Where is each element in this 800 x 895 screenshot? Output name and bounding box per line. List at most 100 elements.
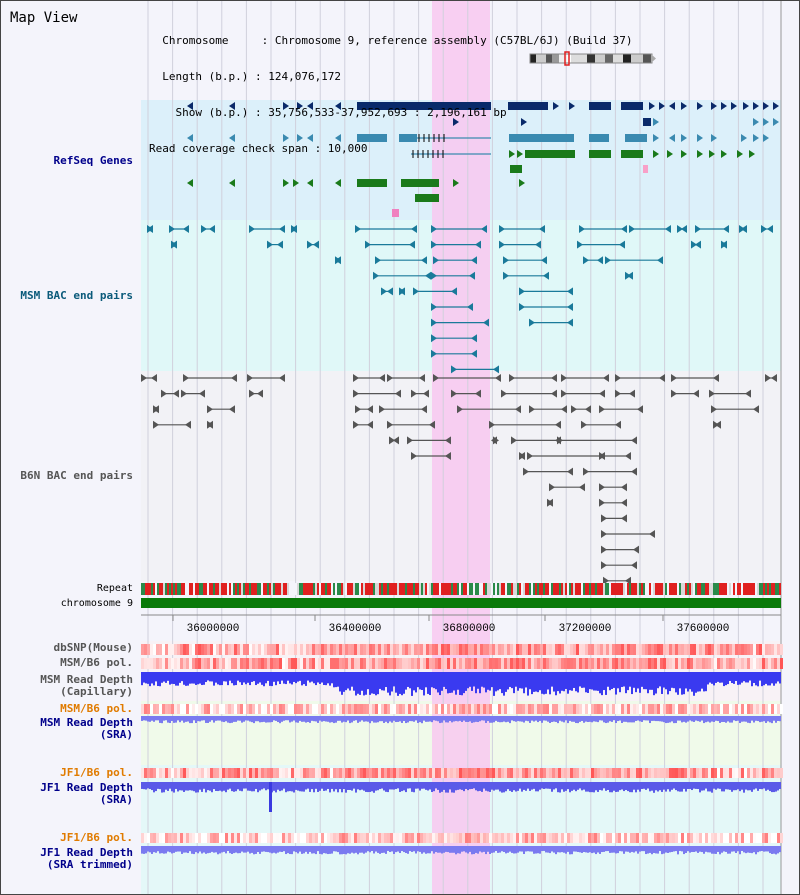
repeat-segment bbox=[739, 583, 741, 595]
track-label-msm-bac[interactable]: MSM BAC end pairs bbox=[20, 289, 133, 302]
heat-cell bbox=[183, 768, 186, 778]
depth-bar bbox=[247, 716, 249, 721]
depth-bar bbox=[649, 782, 651, 792]
depth-bar bbox=[473, 716, 475, 723]
heat-cell bbox=[246, 768, 249, 778]
repeat-segment bbox=[265, 583, 267, 595]
repeat-segment bbox=[565, 583, 567, 595]
bac-end bbox=[621, 514, 627, 523]
exon-block bbox=[357, 179, 387, 187]
track-label-msm-depth-sra[interactable]: MSM Read Depth (SRA) bbox=[40, 716, 133, 741]
heat-cell bbox=[627, 833, 630, 843]
depth-bar bbox=[321, 846, 323, 855]
track-label-msm-depth-capillary[interactable]: MSM Read Depth (Capillary) bbox=[40, 673, 133, 698]
depth-bar bbox=[613, 672, 615, 688]
depth-bar bbox=[347, 782, 349, 790]
depth-bar bbox=[509, 782, 511, 791]
heat-cell bbox=[756, 768, 759, 778]
depth-bar bbox=[437, 782, 439, 790]
bac-end bbox=[745, 389, 751, 398]
depth-bar bbox=[767, 716, 769, 722]
track-label-chromosome[interactable]: chromosome 9 bbox=[60, 598, 133, 609]
depth-bar bbox=[683, 846, 685, 855]
heat-cell bbox=[342, 833, 345, 843]
heat-cell bbox=[330, 833, 333, 843]
heat-cell bbox=[363, 704, 366, 714]
repeat-segment bbox=[489, 583, 491, 595]
track-label-msm-b6-pol[interactable]: MSM/B6 pol. bbox=[60, 656, 133, 669]
exon-block bbox=[357, 102, 491, 110]
heat-cell bbox=[327, 644, 330, 655]
heat-cell bbox=[633, 644, 636, 655]
track-label-dbsnp[interactable]: dbSNP(Mouse) bbox=[53, 641, 133, 654]
repeat-segment bbox=[447, 583, 449, 595]
track-label-b6n-bac[interactable]: B6N BAC end pairs bbox=[20, 469, 133, 482]
repeat-segment bbox=[415, 583, 417, 595]
track-label-jf1-b6-pol[interactable]: JF1/B6 pol. bbox=[60, 766, 133, 779]
depth-bar bbox=[601, 846, 603, 853]
track-label-jf1-b6-pol-2[interactable]: JF1/B6 pol. bbox=[60, 831, 133, 844]
depth-bar bbox=[475, 782, 477, 791]
heat-cell bbox=[165, 704, 168, 714]
depth-bar bbox=[329, 782, 331, 793]
depth-bar bbox=[207, 672, 209, 681]
depth-bar bbox=[595, 846, 597, 855]
heat-cell bbox=[732, 644, 735, 655]
heat-cell bbox=[162, 704, 165, 714]
depth-bar bbox=[179, 672, 181, 683]
depth-bar bbox=[371, 716, 373, 722]
track-label-msm-b6-pol-2[interactable]: MSM/B6 pol. bbox=[60, 702, 133, 715]
heat-cell bbox=[180, 644, 183, 655]
ideogram-band bbox=[571, 54, 587, 63]
track-label-jf1-depth-sra[interactable]: JF1 Read Depth (SRA) bbox=[40, 781, 133, 806]
bac-end bbox=[765, 374, 771, 382]
heat-cell bbox=[717, 833, 720, 843]
repeat-segment bbox=[365, 583, 367, 595]
heat-cell bbox=[441, 644, 444, 655]
exon-block bbox=[509, 134, 574, 142]
depth-bar bbox=[463, 716, 465, 721]
depth-bar bbox=[473, 672, 475, 687]
heat-cell bbox=[708, 704, 711, 714]
depth-bar bbox=[281, 672, 283, 681]
depth-bar bbox=[271, 672, 273, 687]
bac-end bbox=[229, 405, 235, 414]
repeat-segment bbox=[505, 583, 507, 595]
depth-bar bbox=[659, 716, 661, 722]
depth-bar bbox=[719, 716, 721, 723]
depth-bar bbox=[147, 716, 149, 722]
heat-cell bbox=[735, 833, 738, 843]
bac-end bbox=[381, 287, 387, 296]
depth-bar bbox=[661, 716, 663, 722]
heat-cell bbox=[309, 704, 312, 714]
depth-bar bbox=[549, 782, 551, 789]
heat-cell bbox=[594, 833, 597, 843]
heat-cell bbox=[402, 768, 405, 778]
depth-bar bbox=[305, 782, 307, 790]
heat-cell bbox=[771, 833, 774, 843]
depth-bar bbox=[531, 672, 533, 695]
depth-bar bbox=[205, 782, 207, 793]
depth-bar bbox=[195, 672, 197, 685]
track-label-repeat[interactable]: Repeat bbox=[96, 583, 133, 594]
heat-cell bbox=[417, 644, 420, 655]
depth-bar bbox=[457, 716, 459, 722]
heat-cell bbox=[303, 644, 306, 655]
track-label-jf1-depth-trim[interactable]: JF1 Read Depth (SRA trimmed) bbox=[40, 846, 133, 871]
heat-cell bbox=[360, 644, 363, 655]
depth-bar bbox=[497, 846, 499, 853]
depth-bar bbox=[507, 782, 509, 790]
feature-arrow bbox=[553, 102, 559, 110]
depth-bar bbox=[487, 716, 489, 722]
depth-bar bbox=[159, 716, 161, 723]
track-label-refseq[interactable]: RefSeq Genes bbox=[53, 154, 133, 167]
depth-bar bbox=[491, 846, 493, 853]
heat-cell bbox=[525, 658, 528, 669]
feature-arrow bbox=[653, 150, 659, 158]
heat-cell bbox=[654, 704, 657, 714]
heat-cell bbox=[270, 768, 273, 778]
depth-bar bbox=[723, 672, 725, 687]
depth-bar bbox=[733, 716, 735, 721]
heat-cell bbox=[657, 644, 660, 655]
repeat-segment bbox=[215, 583, 217, 595]
